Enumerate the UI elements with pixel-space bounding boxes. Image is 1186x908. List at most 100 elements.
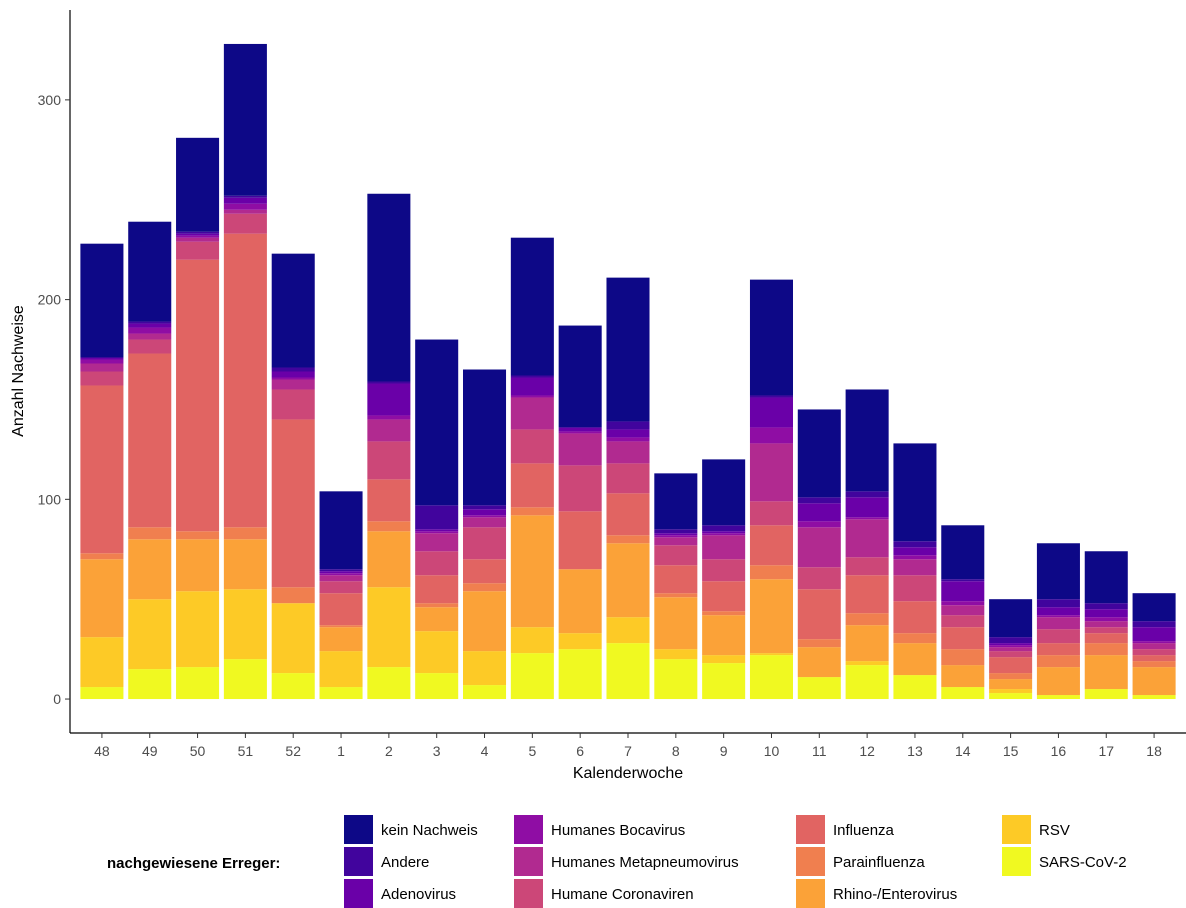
bar-sars-cov-2-kw-17 xyxy=(1084,689,1128,700)
bar-parainfluenza-kw-49 xyxy=(128,527,172,540)
bar-influenza-kw-15 xyxy=(989,657,1033,674)
bar-rsv-kw-48 xyxy=(80,637,124,688)
bar-andere-kw-52 xyxy=(271,367,315,372)
bar-humane-coronaviren-kw-16 xyxy=(1036,629,1080,644)
bar-sars-cov-2-kw-12 xyxy=(845,665,889,700)
bar-humane-coronaviren-kw-5 xyxy=(510,429,554,464)
bar-influenza-kw-16 xyxy=(1036,643,1080,656)
bar-influenza-kw-2 xyxy=(367,479,411,522)
bar-andere-kw-7 xyxy=(606,421,650,430)
y-tick-label-200: 200 xyxy=(38,292,62,308)
x-tick-label-11: 11 xyxy=(812,743,827,759)
bar-andere-kw-4 xyxy=(463,505,507,510)
bar-adenovirus-kw-10 xyxy=(749,397,793,428)
bar-rhino-enterovirus-kw-12 xyxy=(845,625,889,662)
bar-humanes-bocavirus-kw-2 xyxy=(367,415,411,420)
bar-rsv-kw-51 xyxy=(223,589,267,660)
bar-parainfluenza-kw-17 xyxy=(1084,643,1128,656)
x-tick-label-5: 5 xyxy=(528,743,536,759)
bar-humanes-metapneumovirus-kw-51 xyxy=(223,209,267,214)
bar-influenza-kw-5 xyxy=(510,463,554,508)
bar-parainfluenza-kw-9 xyxy=(702,611,746,616)
bar-rhino-enterovirus-kw-51 xyxy=(223,539,267,590)
bar-kein-nachweis-kw-9 xyxy=(702,459,746,526)
x-tick-label-4: 4 xyxy=(481,743,489,759)
bar-rhino-enterovirus-kw-2 xyxy=(367,531,411,588)
bar-influenza-kw-10 xyxy=(749,525,793,566)
bar-humane-coronaviren-kw-3 xyxy=(415,551,459,576)
bar-sars-cov-2-kw-16 xyxy=(1036,695,1080,700)
bar-andere-kw-12 xyxy=(845,491,889,498)
bar-sars-cov-2-kw-9 xyxy=(702,663,746,700)
bar-parainfluenza-kw-8 xyxy=(654,593,698,598)
legend-key-influenza xyxy=(796,815,825,844)
bar-kein-nachweis-kw-1 xyxy=(319,491,363,570)
bar-parainfluenza-kw-5 xyxy=(510,507,554,516)
bar-humane-coronaviren-kw-9 xyxy=(702,559,746,582)
bar-adenovirus-kw-9 xyxy=(702,531,746,534)
bar-humane-coronaviren-kw-6 xyxy=(558,465,602,512)
bar-humanes-bocavirus-kw-10 xyxy=(749,427,793,444)
bar-rhino-enterovirus-kw-49 xyxy=(128,539,172,600)
bar-kein-nachweis-kw-15 xyxy=(989,599,1033,638)
bar-rsv-kw-50 xyxy=(176,591,220,668)
bar-sars-cov-2-kw-3 xyxy=(415,673,459,700)
bar-rsv-kw-7 xyxy=(606,617,650,644)
x-tick-label-9: 9 xyxy=(720,743,728,759)
bar-humanes-metapneumovirus-kw-1 xyxy=(319,575,363,582)
bar-rsv-kw-49 xyxy=(128,599,172,670)
bar-parainfluenza-kw-18 xyxy=(1132,661,1176,668)
bar-sars-cov-2-kw-6 xyxy=(558,649,602,700)
legend-label-humanes-metapneumovirus: Humanes Metapneumovirus xyxy=(551,854,739,871)
bar-parainfluenza-kw-10 xyxy=(749,565,793,580)
bar-kein-nachweis-kw-51 xyxy=(223,43,267,196)
bar-adenovirus-kw-17 xyxy=(1084,609,1128,618)
bar-adenovirus-kw-7 xyxy=(606,429,650,438)
bar-andere-kw-18 xyxy=(1132,621,1176,628)
bar-sars-cov-2-kw-5 xyxy=(510,653,554,700)
bar-parainfluenza-kw-11 xyxy=(797,639,841,648)
bar-rhino-enterovirus-kw-48 xyxy=(80,559,124,638)
bar-humanes-bocavirus-kw-15 xyxy=(989,645,1033,648)
bar-humanes-bocavirus-kw-7 xyxy=(606,437,650,442)
bar-adenovirus-kw-50 xyxy=(176,233,220,236)
x-tick-label-15: 15 xyxy=(1003,743,1019,759)
bar-humane-coronaviren-kw-49 xyxy=(128,339,172,354)
bar-humane-coronaviren-kw-2 xyxy=(367,441,411,480)
bar-kein-nachweis-kw-49 xyxy=(128,221,172,322)
legend-label-kein-nachweis: kein Nachweis xyxy=(381,822,478,839)
legend-key-kein-nachweis xyxy=(344,815,373,844)
bar-humanes-bocavirus-kw-16 xyxy=(1036,615,1080,618)
bar-rsv-kw-12 xyxy=(845,661,889,666)
bar-humanes-bocavirus-kw-50 xyxy=(176,235,220,238)
bar-humane-coronaviren-kw-17 xyxy=(1084,627,1128,634)
bar-adenovirus-kw-16 xyxy=(1036,607,1080,616)
x-tick-label-51: 51 xyxy=(238,743,254,759)
bar-andere-kw-10 xyxy=(749,395,793,398)
bar-rhino-enterovirus-kw-18 xyxy=(1132,667,1176,696)
bar-sars-cov-2-kw-52 xyxy=(271,673,315,700)
bar-rhino-enterovirus-kw-7 xyxy=(606,543,650,618)
bar-andere-kw-49 xyxy=(128,321,172,324)
x-tick-label-7: 7 xyxy=(624,743,632,759)
x-tick-label-14: 14 xyxy=(955,743,971,759)
x-axis-ticks: 48 49 50 51 52 1 2 3 4 5 6 7 8 9 10 11 12 13 14 15 16 17 18 xyxy=(94,733,1162,759)
bar-rsv-kw-8 xyxy=(654,649,698,660)
legend: nachgewiesene Erreger: kein Nachweis Ande… xyxy=(107,815,1127,908)
bar-humane-coronaviren-kw-14 xyxy=(941,615,985,628)
bar-sars-cov-2-kw-15 xyxy=(989,693,1033,700)
bar-humanes-metapneumovirus-kw-17 xyxy=(1084,621,1128,628)
bar-humanes-bocavirus-kw-6 xyxy=(558,431,602,434)
bar-humanes-metapneumovirus-kw-12 xyxy=(845,519,889,558)
bar-sars-cov-2-kw-50 xyxy=(176,667,220,700)
bar-sars-cov-2-kw-49 xyxy=(128,669,172,700)
bar-rsv-kw-2 xyxy=(367,587,411,668)
bar-humanes-bocavirus-kw-3 xyxy=(415,531,459,534)
bar-influenza-kw-48 xyxy=(80,385,124,554)
bar-rhino-enterovirus-kw-6 xyxy=(558,569,602,634)
bar-adenovirus-kw-51 xyxy=(223,197,267,204)
bar-sars-cov-2-kw-51 xyxy=(223,659,267,700)
bars-layer xyxy=(80,43,1176,700)
bar-humanes-bocavirus-kw-9 xyxy=(702,533,746,536)
bar-parainfluenza-kw-48 xyxy=(80,553,124,560)
